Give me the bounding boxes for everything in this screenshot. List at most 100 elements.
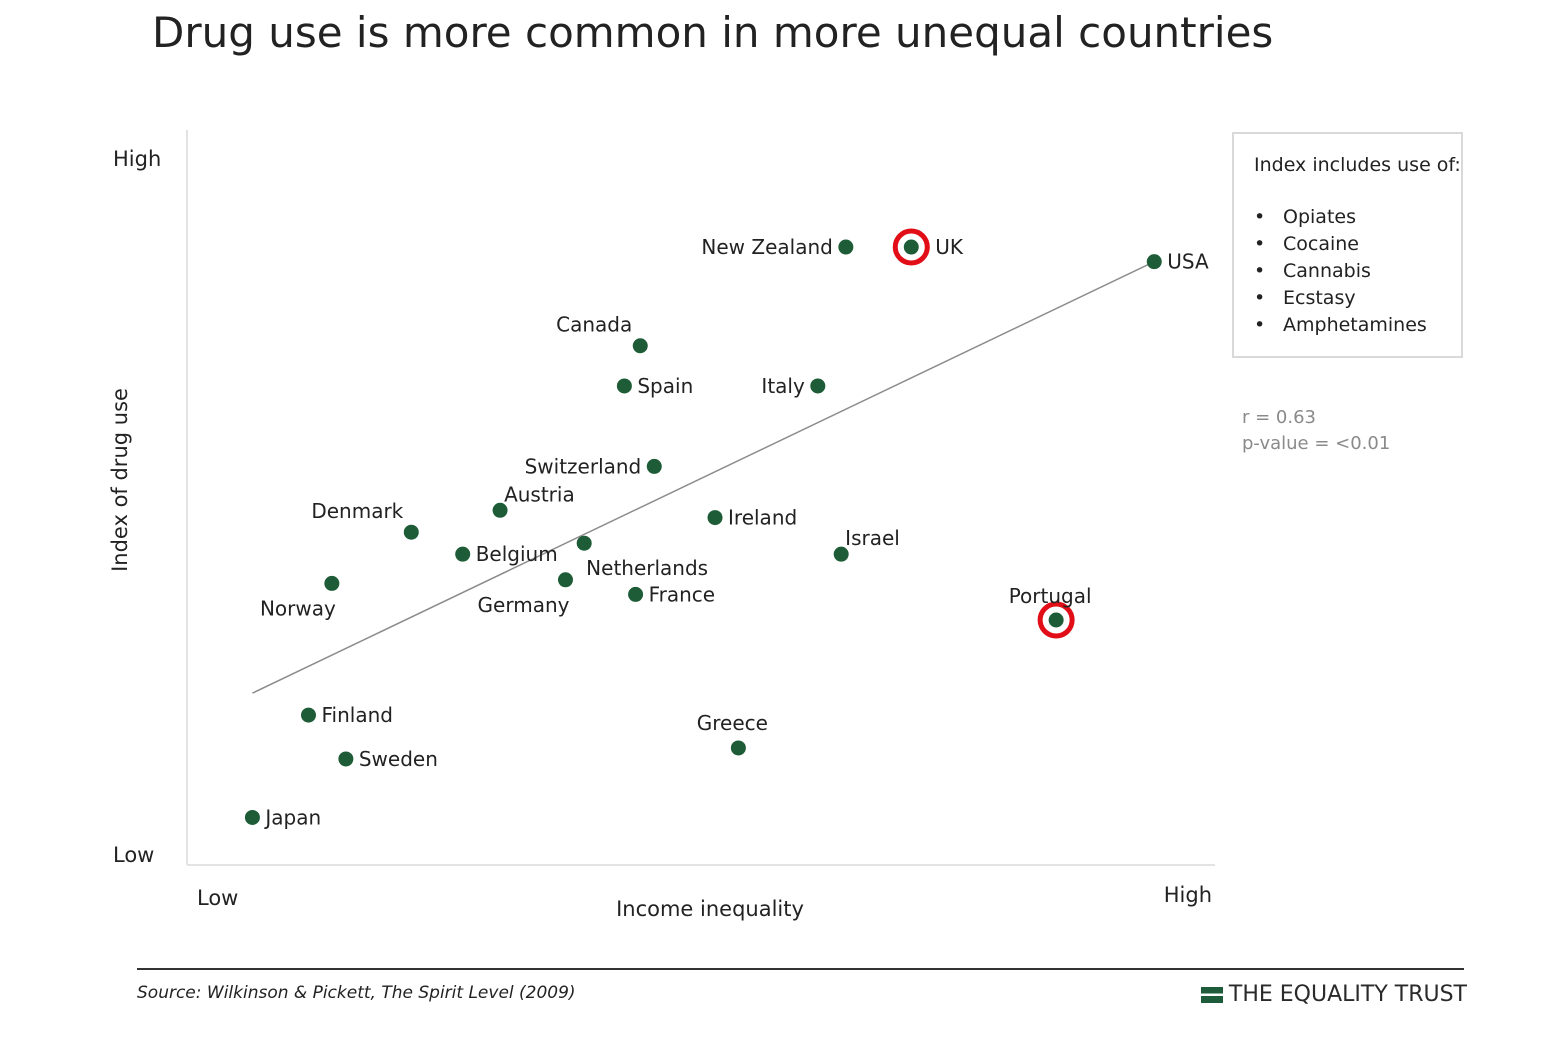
point-denmark: Denmark bbox=[311, 499, 419, 540]
point-marker bbox=[628, 586, 644, 602]
point-greece: Greece bbox=[697, 711, 768, 756]
point-label: France bbox=[649, 582, 716, 606]
highlight-ring bbox=[892, 228, 930, 266]
legend-item-label: Cannabis bbox=[1283, 260, 1371, 282]
point-label: Austria bbox=[504, 482, 575, 506]
legend-title: Index includes use of: bbox=[1254, 154, 1461, 176]
equality-trust-logo-icon bbox=[1200, 986, 1223, 1003]
bullet-icon: • bbox=[1254, 260, 1266, 282]
legend-item: • Ecstasy bbox=[1254, 287, 1427, 314]
point-marker bbox=[1146, 254, 1162, 270]
trend-line bbox=[252, 260, 1155, 694]
x-tick-low: Low bbox=[197, 886, 238, 910]
bullet-icon: • bbox=[1254, 314, 1266, 336]
point-marker bbox=[810, 378, 826, 394]
bullet-icon: • bbox=[1254, 206, 1266, 228]
legend-item: • Cocaine bbox=[1254, 233, 1427, 260]
point-label: USA bbox=[1167, 250, 1209, 274]
highlight-ring bbox=[1037, 601, 1075, 639]
point-marker bbox=[244, 809, 260, 825]
point-sweden: Sweden bbox=[338, 747, 438, 771]
point-uk: UK bbox=[892, 228, 964, 266]
point-label: Canada bbox=[556, 313, 632, 337]
point-label: Greece bbox=[697, 711, 768, 735]
point-label: UK bbox=[935, 235, 964, 259]
point-austria: Austria bbox=[492, 482, 575, 518]
point-marker bbox=[576, 535, 592, 551]
point-marker bbox=[338, 751, 354, 767]
point-marker bbox=[455, 546, 471, 562]
point-label: Ireland bbox=[728, 506, 797, 530]
point-label: Sweden bbox=[359, 747, 438, 771]
point-label: Belgium bbox=[476, 542, 558, 566]
point-spain: Spain bbox=[616, 374, 693, 398]
point-label: Norway bbox=[260, 596, 336, 620]
footer-divider bbox=[137, 968, 1464, 970]
point-marker bbox=[1048, 612, 1064, 628]
point-label: Switzerland bbox=[525, 454, 642, 478]
point-marker bbox=[324, 575, 340, 591]
point-marker bbox=[557, 572, 573, 588]
source-note: Source: Wilkinson & Pickett, The Spirit … bbox=[137, 983, 576, 1003]
point-ireland: Ireland bbox=[707, 506, 797, 530]
point-marker bbox=[646, 458, 662, 474]
points-layer: Japan Finland Sweden Norway Denmark Belgium Au… bbox=[244, 228, 1209, 829]
point-marker bbox=[833, 546, 849, 562]
point-label: Germany bbox=[478, 593, 570, 617]
point-label: Italy bbox=[761, 374, 805, 398]
legend-item: • Cannabis bbox=[1254, 260, 1427, 287]
point-new-zealand: New Zealand bbox=[701, 235, 854, 259]
legend-item: • Amphetamines bbox=[1254, 314, 1427, 341]
x-axis-label: Income inequality bbox=[616, 897, 804, 921]
point-marker bbox=[300, 707, 316, 723]
y-axis-label: Index of drug use bbox=[108, 388, 132, 572]
y-tick-high: High bbox=[113, 147, 161, 171]
point-germany: Germany bbox=[478, 572, 573, 617]
point-japan: Japan bbox=[244, 805, 321, 829]
point-label: Portugal bbox=[1009, 584, 1092, 608]
p-value: p-value = <0.01 bbox=[1242, 433, 1391, 454]
point-label: Netherlands bbox=[586, 556, 708, 580]
point-marker bbox=[616, 378, 632, 394]
point-label: Finland bbox=[321, 703, 392, 727]
point-marker bbox=[730, 740, 746, 756]
point-belgium: Belgium bbox=[455, 542, 558, 566]
point-marker bbox=[403, 524, 419, 540]
legend-item: • Opiates bbox=[1254, 206, 1427, 233]
legend-list: • Opiates • Cocaine • Cannabis • Ecstasy • Am… bbox=[1254, 206, 1427, 341]
point-label: Japan bbox=[263, 805, 321, 829]
y-tick-low: Low bbox=[113, 843, 154, 867]
bullet-icon: • bbox=[1254, 287, 1266, 309]
point-label: Israel bbox=[845, 526, 900, 550]
legend-item-label: Amphetamines bbox=[1283, 314, 1427, 336]
point-label: Spain bbox=[637, 374, 693, 398]
bullet-icon: • bbox=[1254, 233, 1266, 255]
brand-name: THE EQUALITY TRUST bbox=[1228, 982, 1467, 1007]
point-norway: Norway bbox=[260, 575, 340, 620]
point-usa: USA bbox=[1146, 250, 1209, 274]
legend-item-label: Ecstasy bbox=[1283, 287, 1356, 309]
point-marker bbox=[707, 510, 723, 526]
point-france: France bbox=[628, 582, 715, 606]
chart-title: Drug use is more common in more unequal … bbox=[152, 8, 1274, 57]
point-label: New Zealand bbox=[701, 235, 832, 259]
point-canada: Canada bbox=[556, 313, 648, 354]
correlation-coefficient: r = 0.63 bbox=[1242, 407, 1317, 428]
point-label: Denmark bbox=[311, 499, 403, 523]
point-israel: Israel bbox=[833, 526, 900, 562]
point-marker bbox=[632, 338, 648, 354]
legend-item-label: Cocaine bbox=[1283, 233, 1359, 255]
point-portugal: Portugal bbox=[1009, 584, 1092, 639]
brand-logo[interactable]: THE EQUALITY TRUST bbox=[1200, 982, 1467, 1007]
x-tick-high: High bbox=[1164, 883, 1212, 907]
point-marker bbox=[492, 502, 508, 518]
point-italy: Italy bbox=[761, 374, 826, 398]
legend-item-label: Opiates bbox=[1283, 206, 1356, 228]
legend-box: Index includes use of: • Opiates • Cocaine… bbox=[1232, 132, 1463, 358]
point-marker bbox=[903, 239, 919, 255]
point-netherlands: Netherlands bbox=[576, 535, 708, 580]
point-finland: Finland bbox=[300, 703, 393, 727]
point-marker bbox=[838, 239, 854, 255]
point-switzerland: Switzerland bbox=[525, 454, 662, 478]
